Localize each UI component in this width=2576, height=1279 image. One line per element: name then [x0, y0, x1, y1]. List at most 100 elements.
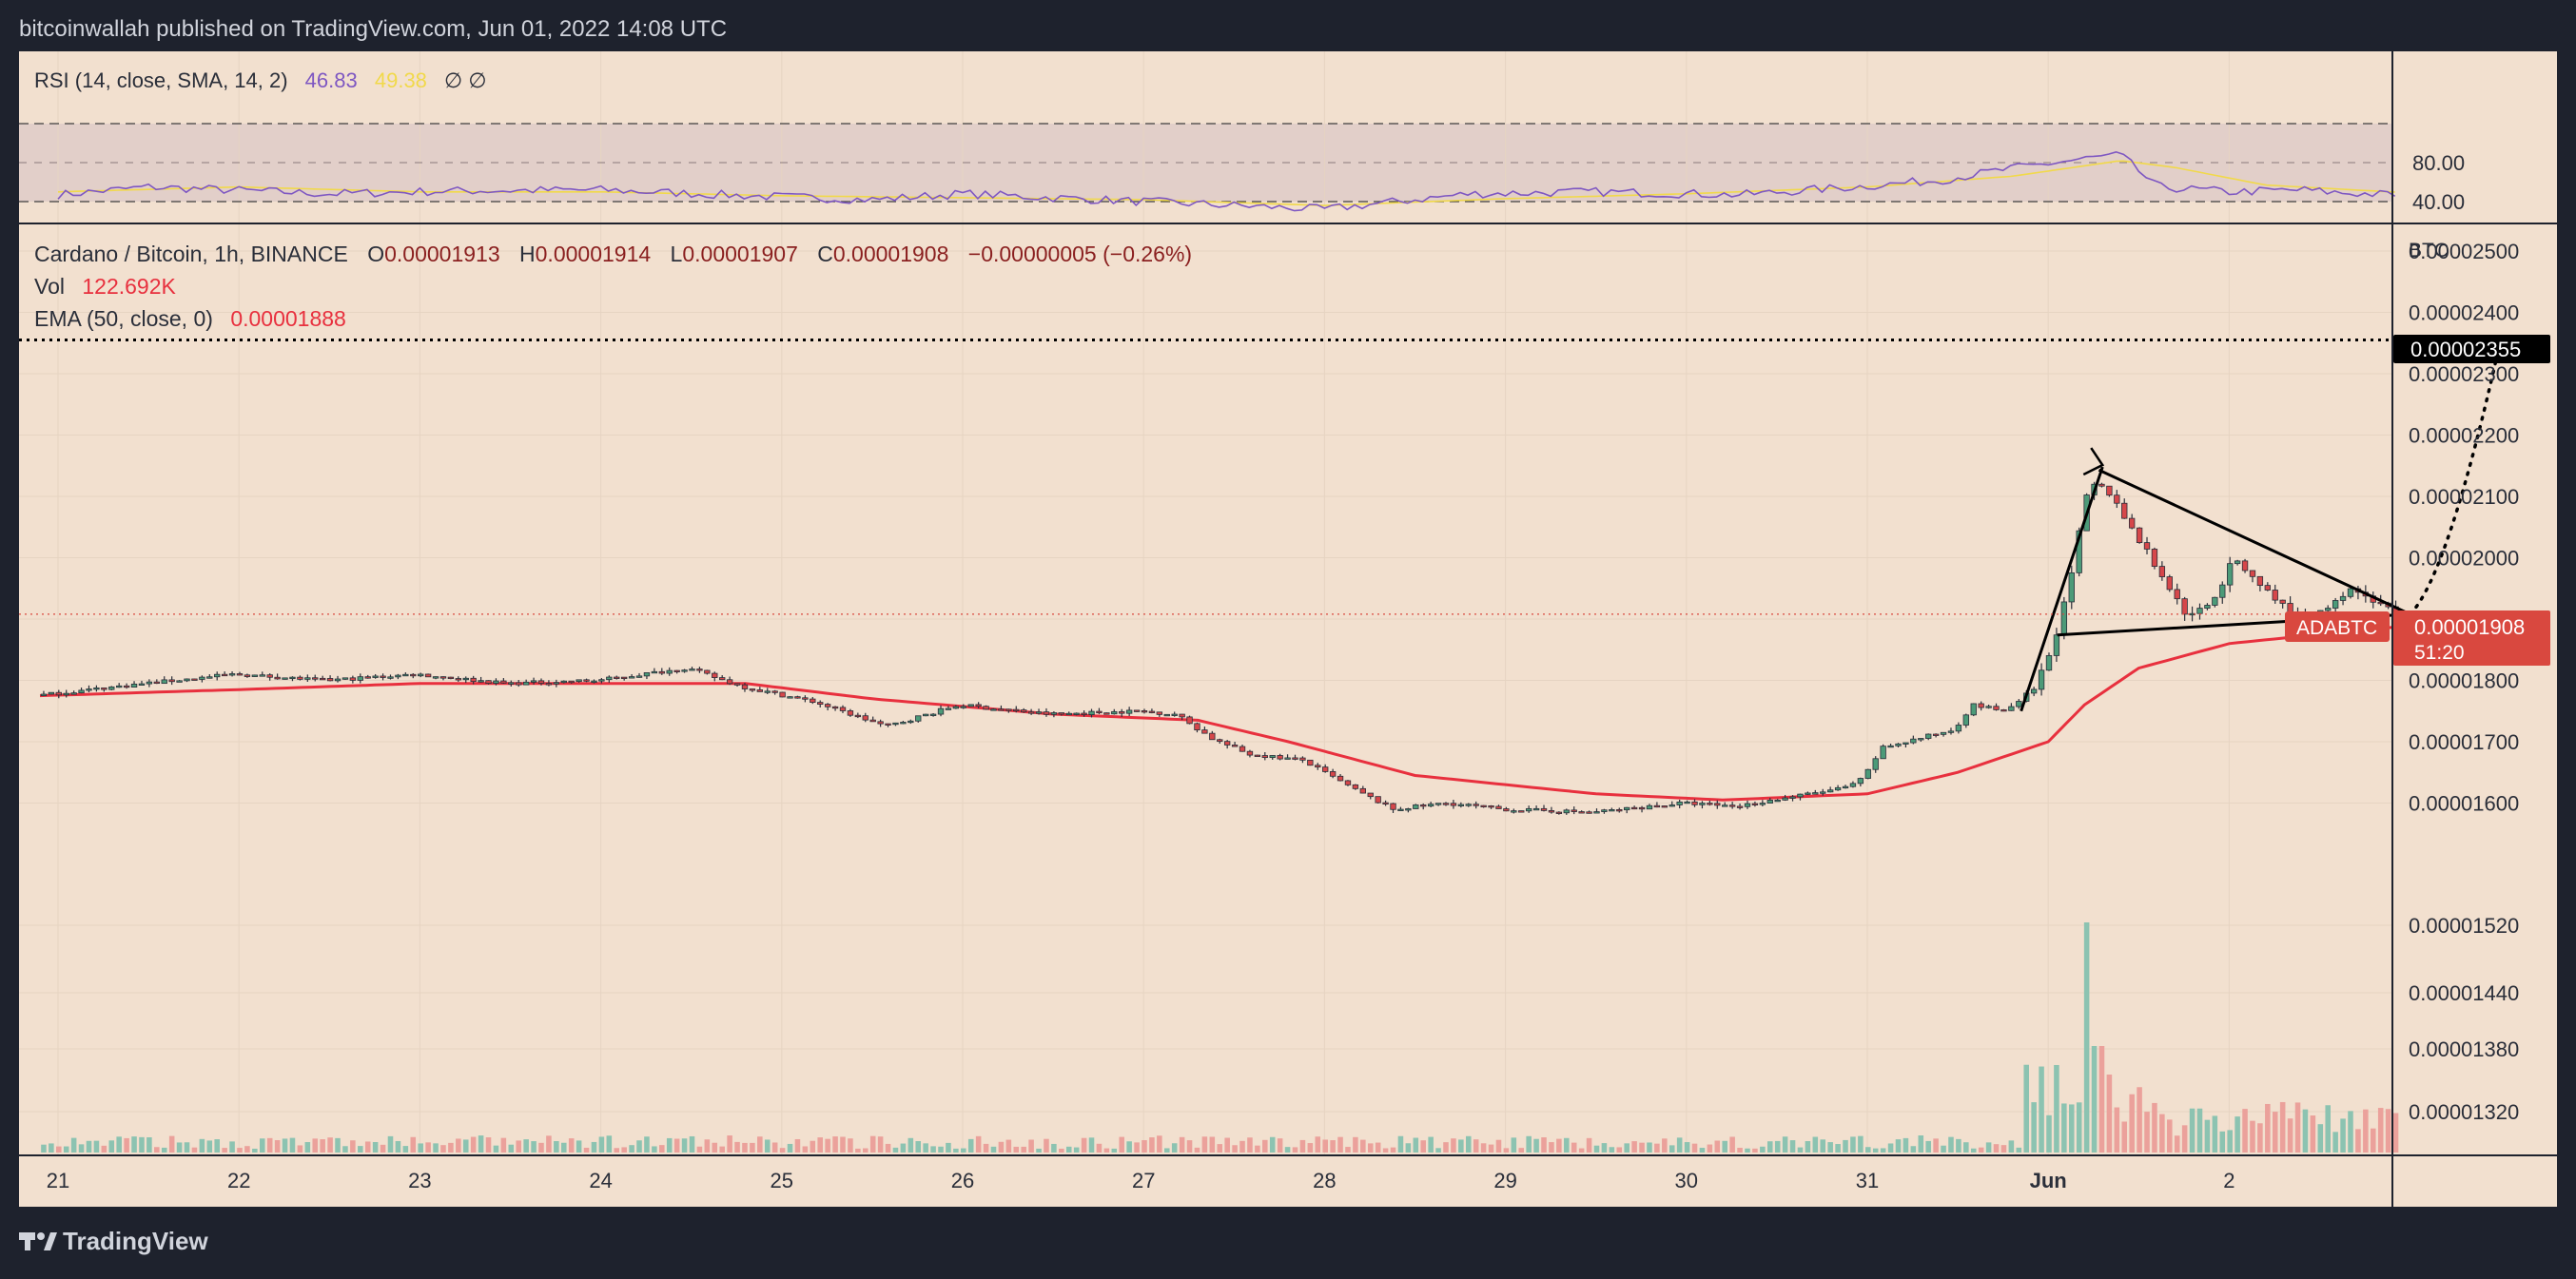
volume-bar — [583, 1147, 590, 1153]
candle-down — [1638, 806, 1646, 810]
candle-up — [1088, 710, 1095, 715]
volume-bar — [146, 1136, 152, 1153]
symbol-legend[interactable]: Cardano / Bitcoin, 1h, BINANCE O0.000019… — [34, 242, 1192, 266]
open-label: O — [367, 242, 384, 266]
rsi-axis-labels[interactable]: 80.00 40.00 — [2412, 151, 2465, 214]
volume-legend[interactable]: Vol 122.692K — [34, 274, 177, 299]
volume-bar — [222, 1148, 227, 1153]
candle-down — [1653, 804, 1661, 808]
volume-bar — [2159, 1114, 2165, 1153]
volume-bar — [2196, 1108, 2203, 1153]
candle-up — [2347, 588, 2354, 597]
candle-down — [779, 691, 786, 698]
volume-bar — [1247, 1137, 1253, 1153]
volume-bar — [1405, 1143, 1412, 1153]
volume-bar — [1669, 1145, 1675, 1153]
candle-up — [1563, 809, 1570, 814]
volume-bar — [1480, 1143, 1487, 1153]
candle-down — [877, 721, 884, 725]
volume-bar — [1096, 1143, 1103, 1153]
volume-bar — [591, 1141, 597, 1153]
volume-bar — [598, 1136, 605, 1153]
volume-bar — [1397, 1135, 1404, 1153]
publisher-text: bitcoinwallah published on TradingView.c… — [19, 16, 727, 42]
candle-up — [462, 677, 469, 681]
candle-down — [794, 696, 801, 699]
candle-up — [63, 692, 69, 696]
price-axis-labels[interactable]: 0.00002500 0.00002400 0.00002300 0.00002200… — [2409, 240, 2519, 1124]
candle-up — [952, 706, 960, 709]
volume-bar — [1488, 1144, 1494, 1153]
candle-down — [1186, 716, 1193, 725]
volume-bar — [560, 1142, 567, 1153]
volume-bar — [1963, 1142, 1969, 1153]
candle-up — [1676, 801, 1683, 805]
candle-down — [349, 677, 357, 681]
candle-up — [2053, 634, 2060, 656]
candle-down — [2181, 598, 2188, 615]
candle-down — [975, 704, 982, 707]
volume-bar — [757, 1136, 763, 1153]
last-price-text: 0.00001908 — [2414, 615, 2525, 639]
chart-background[interactable] — [19, 51, 2392, 1207]
volume-bar — [1382, 1148, 1389, 1153]
candle-up — [1826, 789, 1834, 793]
candle-up — [387, 676, 394, 679]
volume-bar — [900, 1143, 907, 1153]
volume-bar — [1065, 1146, 1072, 1153]
candle-down — [1382, 802, 1389, 805]
volume-bar — [1654, 1143, 1660, 1153]
candle-down — [1993, 706, 2000, 710]
volume-bar — [448, 1142, 454, 1153]
volume-bar — [1186, 1140, 1193, 1153]
rsi-tick-label: 40.00 — [2412, 190, 2465, 214]
volume-bar — [923, 1143, 928, 1153]
volume-bar — [1978, 1147, 1984, 1153]
candle-down — [168, 679, 175, 683]
low-label: L — [671, 242, 683, 266]
candle-down — [236, 673, 244, 676]
volume-bar — [771, 1142, 778, 1153]
candle-up — [1511, 810, 1517, 813]
volume-bar — [380, 1144, 386, 1153]
time-axis-labels[interactable]: 21 22 23 24 25 26 27 28 29 30 31 Jun 2 — [47, 1169, 2235, 1192]
candle-down — [1548, 810, 1555, 813]
candle-down — [1322, 766, 1329, 772]
symbol-badge-box — [2285, 611, 2390, 642]
candle-up — [1397, 808, 1404, 811]
candle-up — [967, 704, 974, 707]
candle-up — [960, 706, 966, 708]
candle-up — [764, 690, 771, 693]
volume-bar — [961, 1148, 966, 1153]
candle-up — [907, 720, 914, 724]
candle-down — [2174, 589, 2180, 600]
candle-up — [146, 681, 153, 685]
volume-bar — [297, 1145, 303, 1153]
candle-down — [1005, 708, 1012, 711]
volume-bar — [1903, 1137, 1909, 1153]
volume-bar — [885, 1143, 891, 1153]
ema-legend[interactable]: EMA (50, close, 0) 0.00001888 — [34, 306, 346, 331]
candle-up — [591, 680, 597, 684]
breakout-projection-line — [2408, 338, 2503, 616]
candle-up — [598, 679, 605, 682]
volume-bar — [1284, 1147, 1291, 1153]
volume-bar — [237, 1148, 243, 1153]
rsi-legend[interactable]: RSI (14, close, SMA, 14, 2) 46.83 49.38 … — [34, 68, 487, 92]
candle-up — [1857, 778, 1864, 785]
tradingview-brand[interactable]: TradingView — [19, 1227, 208, 1255]
candle-up — [929, 713, 937, 716]
candle-down — [2264, 585, 2271, 591]
symbol-badge: ADABTC — [2285, 611, 2390, 642]
volume-bar — [2370, 1128, 2376, 1153]
volume-bar — [2098, 1046, 2105, 1153]
volume-bar — [1549, 1142, 1554, 1153]
candle-up — [2325, 608, 2332, 611]
volume-bar — [2348, 1111, 2353, 1153]
candle-up — [1532, 807, 1540, 811]
ema-value: 0.00001888 — [230, 306, 346, 331]
candle-down — [1329, 771, 1337, 777]
candle-up — [1035, 711, 1043, 714]
volume-bar — [1307, 1143, 1314, 1153]
